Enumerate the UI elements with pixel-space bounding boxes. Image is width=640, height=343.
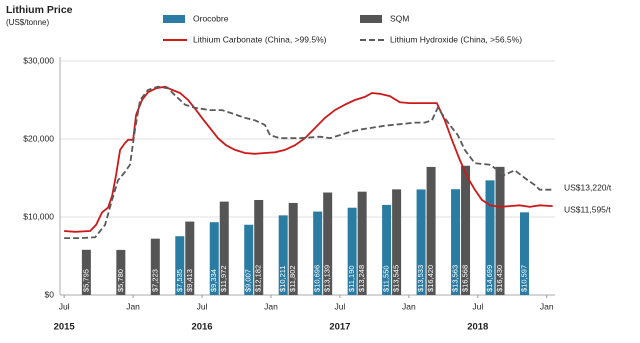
value-label: $10,597 <box>519 265 528 292</box>
value-label: $13,563 <box>451 265 460 292</box>
value-label: $11,972 <box>219 265 228 292</box>
value-label: $7,535 <box>175 269 184 292</box>
value-label: $12,182 <box>254 265 263 292</box>
value-label: $16,430 <box>495 265 504 292</box>
value-label: $10,696 <box>313 265 322 292</box>
bar <box>116 249 126 295</box>
line <box>64 85 553 239</box>
x-tick-label: Jul <box>197 301 208 311</box>
value-label: $13,139 <box>323 265 332 292</box>
legend-label: Lithium Carbonate (China, >99.5%) <box>193 34 327 44</box>
y-tick-label: $10,000 <box>23 211 54 221</box>
value-label: $13,248 <box>357 265 366 292</box>
bar <box>313 211 323 295</box>
value-label: $7,223 <box>150 269 159 292</box>
bar <box>426 166 436 295</box>
x-tick-label: Jul <box>59 301 70 311</box>
value-label: $13,533 <box>416 265 425 292</box>
bar <box>357 191 367 295</box>
y-tick-label: $20,000 <box>23 133 54 143</box>
year-label: 2015 <box>54 322 76 333</box>
legend-label: Orocobre <box>193 13 229 23</box>
year-label: 2016 <box>191 322 212 333</box>
year-label: 2017 <box>329 322 350 333</box>
bar <box>416 189 426 295</box>
legend-label: SQM <box>390 13 409 23</box>
bar <box>288 202 298 295</box>
value-label: $5,795 <box>81 269 90 292</box>
bar <box>382 204 392 295</box>
annotation: US$13,220/t <box>564 182 612 192</box>
bar <box>254 199 264 295</box>
value-label: $9,007 <box>244 269 253 292</box>
bar <box>392 189 402 295</box>
bar <box>519 212 529 295</box>
value-label: $16,420 <box>426 265 435 292</box>
bar <box>81 249 91 295</box>
legend-swatch <box>360 15 382 23</box>
legend-swatch <box>163 15 185 23</box>
bar <box>485 180 495 295</box>
bar <box>461 165 471 295</box>
bar <box>495 166 505 295</box>
value-label: $9,413 <box>185 269 194 292</box>
value-label: $5,780 <box>116 269 125 292</box>
bar <box>244 224 254 295</box>
bar <box>185 221 195 295</box>
legend-label: Lithium Hydroxide (China, >56.5%) <box>390 34 522 44</box>
line <box>64 85 553 233</box>
annotation: US$11,595/t <box>564 204 611 214</box>
value-label: $9,334 <box>209 269 218 292</box>
value-label: $13,545 <box>392 265 401 292</box>
bar <box>278 215 288 295</box>
y-tick-label: $30,000 <box>23 55 54 65</box>
bar <box>323 192 333 295</box>
bar <box>209 222 219 295</box>
x-tick-label: Jul <box>334 301 345 311</box>
bar <box>175 236 185 295</box>
value-label: $14,699 <box>485 265 494 292</box>
bar <box>150 238 160 295</box>
chart-title: Lithium Price <box>6 4 73 16</box>
bar <box>451 189 461 295</box>
bar <box>219 201 229 295</box>
x-tick-label: Jul <box>472 301 483 311</box>
year-label: 2018 <box>467 322 488 333</box>
value-label: $11,190 <box>347 265 356 292</box>
x-tick-label: Jan <box>126 301 140 311</box>
x-tick-label: Jan <box>402 301 416 311</box>
x-tick-label: Jan <box>264 301 278 311</box>
bar <box>347 207 357 295</box>
value-label: $10,211 <box>278 265 287 292</box>
value-label: $11,550 <box>382 265 391 292</box>
y-tick-label: $0 <box>45 289 55 299</box>
value-label: $11,802 <box>288 265 297 292</box>
chart-subtitle: (US$/tonne) <box>6 18 49 27</box>
value-label: $16,568 <box>461 265 470 292</box>
x-tick-label: Jan <box>540 301 554 311</box>
